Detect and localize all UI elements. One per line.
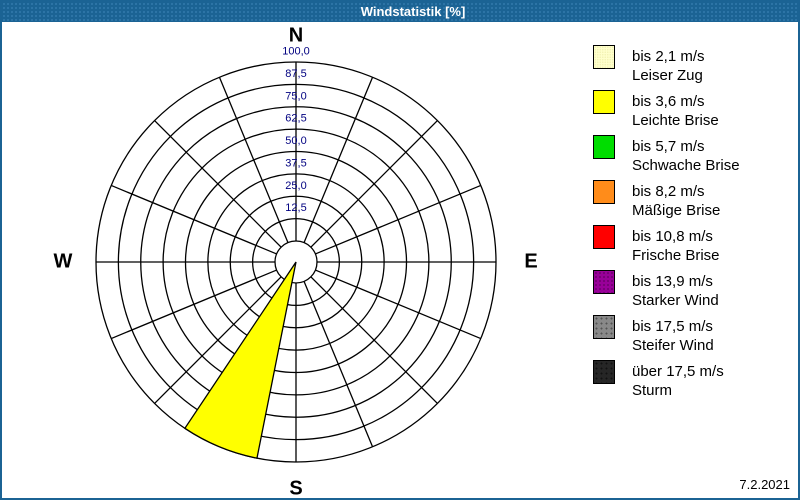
svg-text:12,5: 12,5 bbox=[285, 202, 306, 214]
svg-text:87,5: 87,5 bbox=[285, 68, 306, 80]
svg-text:75,0: 75,0 bbox=[285, 90, 306, 102]
svg-text:50,0: 50,0 bbox=[285, 135, 306, 147]
svg-text:37,5: 37,5 bbox=[285, 157, 306, 169]
svg-text:25,0: 25,0 bbox=[285, 180, 306, 192]
svg-text:S: S bbox=[289, 477, 302, 499]
svg-text:E: E bbox=[524, 250, 537, 272]
svg-text:100,0: 100,0 bbox=[282, 46, 310, 58]
svg-text:62,5: 62,5 bbox=[285, 113, 306, 125]
svg-text:W: W bbox=[54, 250, 73, 272]
svg-text:N: N bbox=[289, 24, 303, 46]
